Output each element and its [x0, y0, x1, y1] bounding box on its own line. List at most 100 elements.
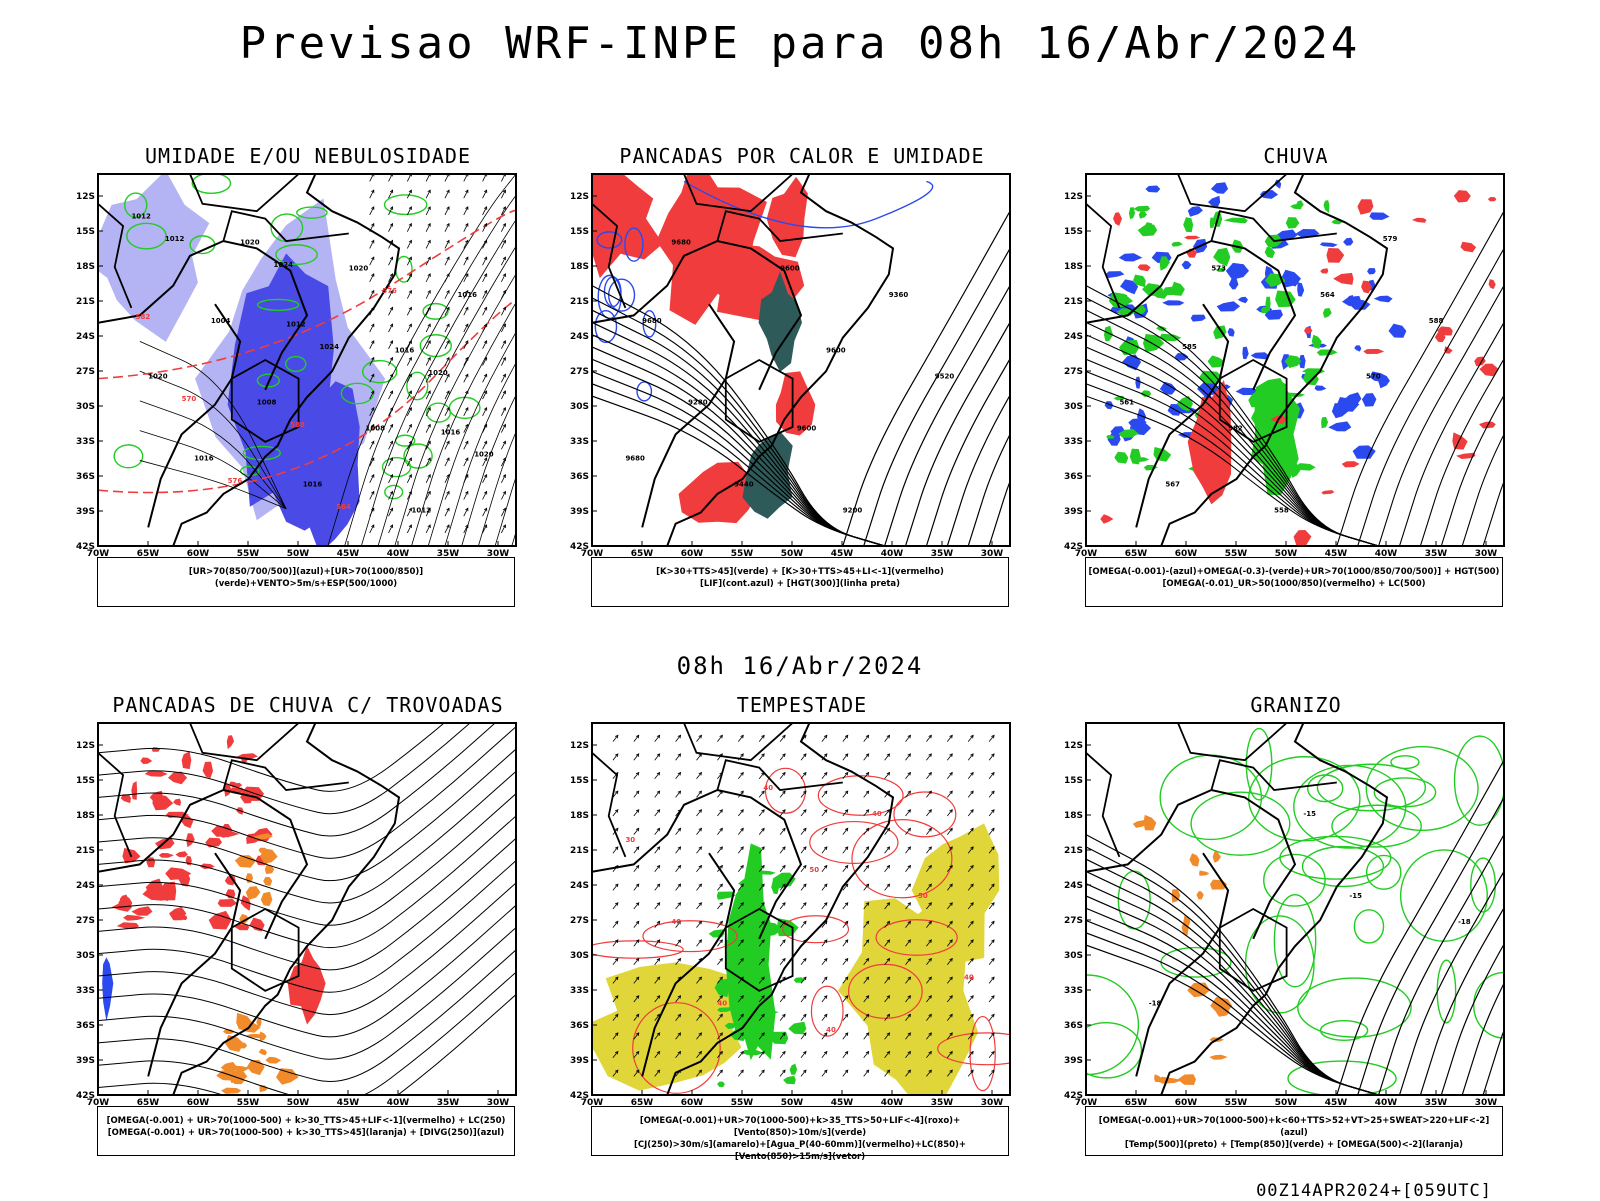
wind-vector [946, 1032, 953, 1040]
storm-red-area [249, 917, 265, 932]
temp850-contour [1470, 857, 1496, 913]
wind-vector [758, 1032, 765, 1040]
wind-vector [406, 189, 412, 199]
omega-blue-area [1274, 179, 1282, 189]
legend-line: [Temp(500)](preto) + [Temp(850)](verde) … [1124, 1140, 1464, 1150]
wind-vector-head [446, 323, 450, 328]
omega-blue-area [1197, 381, 1219, 396]
wind-vector [675, 1051, 681, 1059]
wind-vector-head [803, 1032, 807, 1036]
lat-tick-label: 39S [570, 507, 589, 517]
omega-red-area [1488, 279, 1496, 289]
lat-tick-label: 24S [76, 332, 95, 342]
wind850-green-area [789, 1063, 798, 1075]
wind-vector [821, 753, 828, 761]
wind-vector [501, 290, 506, 299]
wind-vector-head [740, 864, 744, 869]
wind-vector [988, 995, 995, 1003]
wind-vector-head [698, 1069, 702, 1074]
wind-vector [388, 407, 393, 416]
wind-vector-head [427, 440, 431, 445]
wind-vector-head [761, 920, 765, 925]
wind-vector-head [427, 373, 431, 378]
wind-vector [905, 846, 911, 854]
wind-vector-head [991, 902, 995, 906]
wind-vector [884, 809, 890, 817]
wind-vector [633, 865, 640, 873]
wind-vector-head [446, 507, 450, 512]
wind-vector-head [465, 440, 469, 445]
wind-vector [425, 491, 431, 500]
wind-vector-head [740, 790, 744, 795]
wind-vector [926, 1014, 932, 1021]
omega-blue-area [1280, 269, 1301, 287]
contour-line [360, 218, 516, 546]
wind-vector [758, 735, 765, 742]
wind-vector-head [427, 273, 431, 277]
wind-vector [737, 921, 744, 928]
omega-green-area [1171, 241, 1183, 247]
storm-red-area [116, 922, 139, 929]
wind-vector-head [698, 771, 702, 776]
wind-vector [612, 846, 619, 854]
wind-vector [779, 735, 786, 742]
lat-tick-label: 24S [570, 881, 589, 891]
wind-vector-head [446, 273, 450, 277]
wind-vector-head [614, 846, 619, 850]
map-frame [1085, 173, 1505, 547]
wind-vector-head [823, 976, 828, 981]
contour-label: 1016 [303, 480, 323, 488]
country-border [230, 907, 300, 992]
lon-tick-label: 45W [831, 1098, 854, 1108]
lat-tick-label: 24S [1064, 332, 1083, 342]
wind-vector-head [782, 846, 786, 850]
wind-vector-head [865, 995, 870, 999]
green-contour [361, 359, 398, 384]
wind-vector-head [949, 790, 953, 795]
lon-tick-label: 50W [781, 1098, 804, 1108]
wind-vector [501, 524, 506, 534]
wind-vector [717, 828, 723, 835]
wind-vector-head [427, 289, 431, 294]
wind-vector-head [677, 957, 682, 962]
omega-green-area [1215, 267, 1226, 272]
wind-vector-head [823, 827, 828, 832]
water-contour [810, 985, 844, 1037]
wind-vector [821, 939, 828, 947]
contour-line [98, 860, 516, 993]
omega-red-area [1304, 327, 1313, 335]
wind-vector [463, 357, 469, 366]
wind-vector [800, 1014, 807, 1021]
wind-vector-head [823, 1013, 828, 1018]
coastline [666, 174, 895, 546]
wind-vector [444, 474, 450, 483]
omega-blue-area [1319, 242, 1338, 247]
wind-vector [501, 474, 506, 483]
wind-vector-head [389, 473, 394, 478]
temp850-contour [1190, 791, 1291, 856]
wind-vector-head [970, 790, 974, 795]
wind-vector-head [865, 883, 870, 888]
green-contour [406, 371, 429, 401]
contour-label: -15 [1303, 810, 1316, 818]
wind-vector [444, 424, 450, 433]
wind-vector-head [949, 957, 953, 962]
wind-vector [988, 828, 995, 835]
wind-vector-head [719, 809, 723, 813]
wind-vector [654, 958, 660, 966]
wind-vector [463, 374, 469, 383]
omega500-orange-area [1156, 1076, 1182, 1084]
wind-vector-head [886, 902, 891, 906]
temp850-contour [1287, 1060, 1397, 1095]
wind-vector [988, 772, 995, 780]
state-border [222, 759, 349, 791]
contour-line [1009, 544, 1010, 546]
wind-vector-head [844, 1032, 849, 1036]
omega-green-area [1119, 339, 1140, 356]
contour-line [967, 433, 1010, 546]
lat-tick-label: 36S [1064, 472, 1083, 482]
contour-line [98, 793, 516, 926]
wind-vector-head [408, 473, 412, 478]
wind-vector [946, 865, 953, 873]
wind-vector [612, 902, 619, 910]
